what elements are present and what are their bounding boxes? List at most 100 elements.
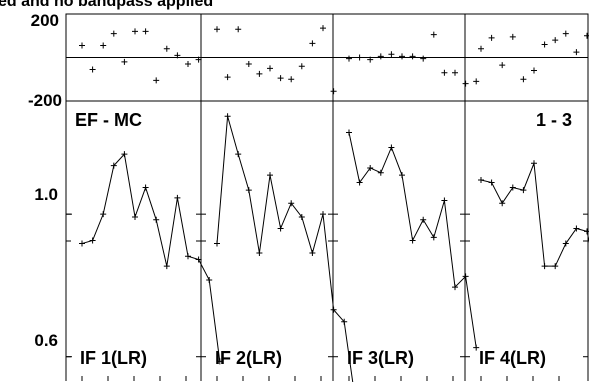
- amp-point: [216, 358, 223, 365]
- header-title: ed and no bandpass applied: [0, 0, 213, 10]
- amp-point: [121, 151, 128, 158]
- amp-point: [531, 160, 537, 167]
- amp-point: [377, 169, 384, 176]
- phase-point: [277, 75, 284, 82]
- phase-point: [509, 33, 516, 40]
- amp-point: [132, 213, 138, 220]
- phase-point: [462, 80, 469, 87]
- phase-point: [377, 53, 384, 60]
- amp-point: [509, 184, 516, 191]
- bottom-ytick-1.0: 1.0: [34, 185, 58, 204]
- phase-point: [388, 51, 395, 58]
- phase-point: [256, 70, 263, 77]
- phase-point: [499, 62, 506, 69]
- amp-point: [562, 240, 569, 247]
- amp-point: [356, 179, 363, 186]
- phase-point: [478, 45, 484, 52]
- amp-point: [541, 263, 548, 270]
- amp-point: [488, 179, 495, 186]
- panel-label: IF 3(LR): [347, 348, 414, 368]
- amp-series-line: [81, 153, 221, 362]
- phase-point: [79, 42, 85, 49]
- phase-point: [473, 78, 480, 85]
- phase-point: [132, 28, 138, 35]
- amp-point: [478, 177, 484, 184]
- phase-point: [153, 77, 160, 84]
- phase-point: [235, 26, 242, 33]
- panel-label: IF 1(LR): [80, 348, 147, 368]
- phase-point: [330, 88, 337, 95]
- amp-point: [552, 263, 559, 270]
- phase-point: [584, 32, 589, 39]
- phase-point: [346, 55, 352, 62]
- phase-point: [488, 34, 495, 41]
- phase-point: [367, 56, 374, 63]
- phase-point: [452, 69, 458, 76]
- phase-point: [531, 67, 537, 74]
- phase-point: [409, 53, 416, 60]
- amp-point: [346, 129, 352, 136]
- amp-point: [214, 240, 220, 247]
- amp-point: [420, 216, 427, 223]
- amp-point: [277, 225, 284, 232]
- amp-series-line: [480, 163, 589, 267]
- phase-point: [163, 45, 170, 52]
- amp-point: [185, 253, 191, 260]
- amp-point: [473, 344, 480, 351]
- amp-point: [409, 237, 416, 244]
- amp-point: [388, 144, 395, 151]
- amp-point: [320, 211, 326, 218]
- amp-point: [174, 194, 181, 201]
- phase-point: [320, 25, 326, 32]
- amp-point: [224, 113, 231, 120]
- amp-point: [584, 228, 589, 235]
- top-ytick-max: 200: [31, 11, 59, 30]
- amp-point: [206, 276, 213, 283]
- bottom-ytick-0.6: 0.6: [34, 331, 58, 350]
- phase-point: [562, 30, 569, 37]
- phase-point: [142, 28, 149, 35]
- phase-point: [399, 53, 405, 60]
- phase-point: [298, 63, 305, 70]
- phase-point: [356, 54, 363, 61]
- amp-point: [430, 234, 437, 241]
- amp-point: [399, 172, 405, 179]
- amp-point: [100, 211, 107, 218]
- amp-point: [153, 216, 160, 223]
- panel-label: IF 4(LR): [479, 348, 546, 368]
- amp-point: [520, 187, 527, 194]
- phase-point: [245, 61, 252, 68]
- phase-point: [420, 55, 427, 62]
- phase-point: [441, 69, 448, 76]
- amp-point: [256, 250, 263, 257]
- amp-point: [110, 162, 117, 169]
- amp-point: [89, 237, 96, 244]
- amp-point: [341, 318, 348, 325]
- phase-point: [110, 30, 117, 37]
- amp-point: [309, 250, 316, 257]
- amp-point: [462, 273, 469, 280]
- phase-point: [174, 52, 181, 59]
- phase-point: [288, 76, 295, 83]
- phase-point: [573, 49, 580, 56]
- amp-point: [245, 187, 252, 194]
- phase-point: [185, 61, 191, 68]
- amp-point: [573, 225, 580, 232]
- phase-point: [121, 58, 128, 65]
- phase-point: [195, 56, 202, 63]
- phase-point: [430, 31, 437, 38]
- amp-point: [195, 256, 202, 263]
- phase-point: [224, 74, 231, 81]
- phase-point: [520, 76, 527, 83]
- panel-label: IF 2(LR): [215, 348, 282, 368]
- amp-point: [452, 284, 458, 291]
- phase-point: [100, 42, 107, 49]
- phase-point: [267, 65, 273, 72]
- amp-point: [298, 213, 305, 220]
- top-ytick-min: -200: [28, 91, 62, 110]
- phase-point: [309, 40, 316, 47]
- amp-point: [288, 200, 295, 207]
- amp-point: [235, 151, 242, 158]
- amp-point: [441, 197, 448, 204]
